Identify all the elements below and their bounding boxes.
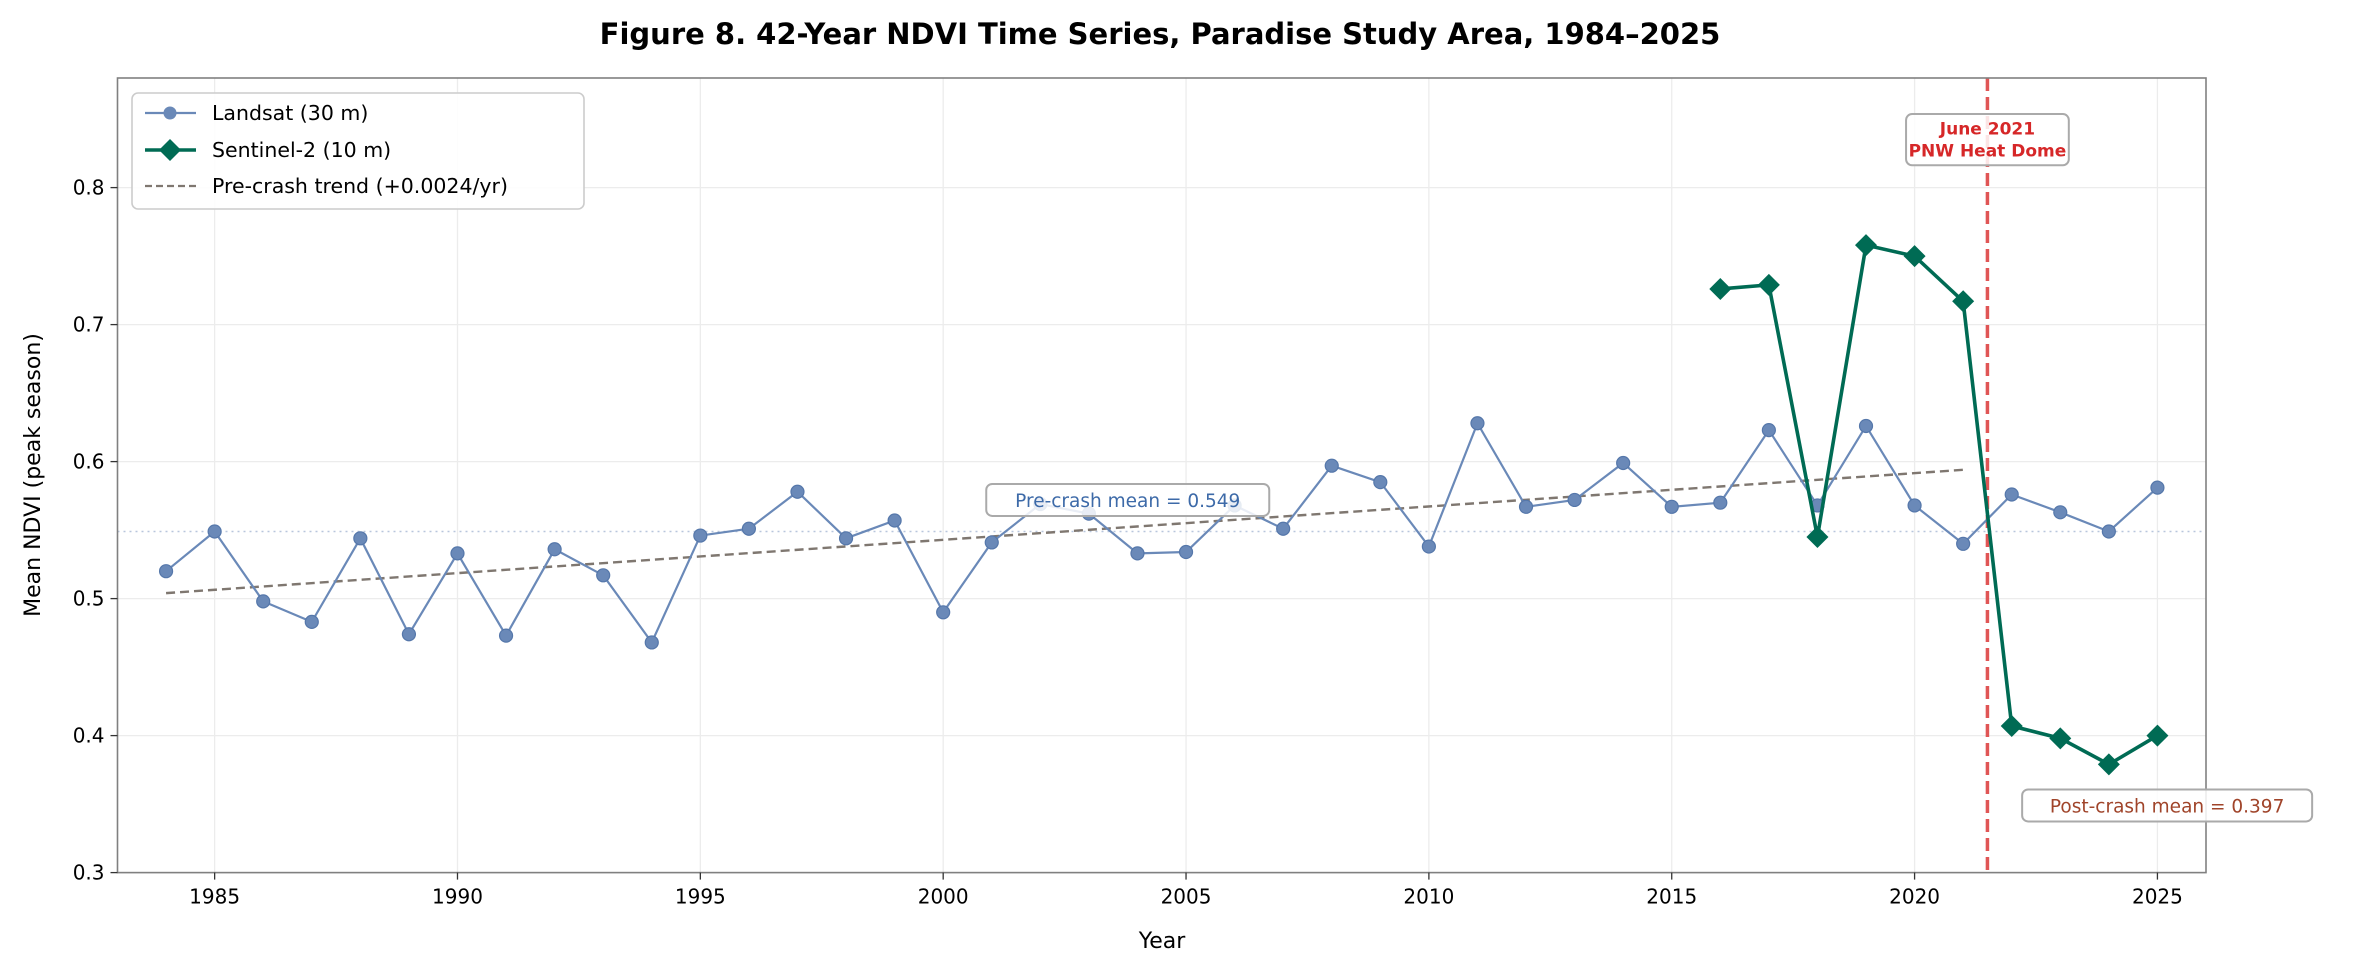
sentinel-point [2000,715,2023,738]
x-tick-label: 2005 [1161,885,1212,909]
landsat-point [790,484,805,499]
y-tick-label: 0.6 [73,450,105,474]
landsat-point [1373,475,1388,490]
x-axis-label: Year [1138,929,1187,954]
x-tick-label: 2010 [1403,885,1454,909]
x-tick-label: 1995 [675,885,726,909]
landsat-point [2053,505,2068,520]
landsat-point [2101,524,2116,539]
x-tick-label: 2025 [2132,885,2183,909]
y-tick-label: 0.3 [73,861,105,885]
post-crash-mean-box [2021,788,2314,823]
landsat-point [498,628,514,643]
landsat-point [693,528,708,543]
landsat-point [596,568,611,583]
landsat-point [256,594,271,609]
x-tick-label: 2020 [1889,885,1940,909]
landsat-point [1421,539,1436,554]
landsat-point [1567,492,1582,508]
landsat-point [936,605,951,620]
sentinel-point [1806,525,1829,548]
legend-label: Landsat (30 m) [212,101,368,125]
sentinel-point [2097,753,2120,776]
pre-crash-mean-label: Pre-crash mean = 0.549 [1015,491,1240,512]
landsat-point [1518,499,1534,514]
chart-title: Figure 8. 42-Year NDVI Time Series, Para… [600,17,1721,51]
landsat-point [644,635,659,650]
x-tick-label: 1985 [189,885,240,909]
landsat-point [984,535,999,550]
legend-label: Pre-crash trend (+0.0024/yr) [212,174,508,198]
sentinel-point [1952,290,1975,313]
event-annotation-box [1905,113,2070,167]
post-crash-mean-label: Post-crash mean = 0.397 [2050,796,2284,817]
pre-crash-mean-box [985,482,1271,517]
x-tick-label: 2015 [1646,885,1697,909]
landsat-point [1664,499,1679,514]
event-annotation-line2: PNW Heat Dome [1909,142,2067,162]
legend-box [131,92,585,210]
y-tick-label: 0.4 [73,724,105,748]
landsat-point [158,564,174,579]
y-axis-label: Mean NDVI (peak season) [21,333,46,617]
trend-line [165,468,1964,595]
sentinel-point [2049,727,2072,750]
landsat-point [1178,544,1194,560]
landsat-point [1907,498,1922,513]
sentinel-point [2146,724,2169,747]
landsat-point [401,627,417,642]
sentinel-point [1709,277,1732,300]
y-tick-label: 0.5 [73,587,105,611]
landsat-point [1858,418,1874,434]
x-tick-label: 1990 [432,885,483,909]
landsat-point [2150,480,2165,495]
sentinel-line [1720,242,2159,767]
y-tick-label: 0.8 [73,176,105,200]
legend: Landsat (30 m) Sentinel-2 (10 m) Pre-crash… [131,92,585,210]
landsat-point [741,521,757,536]
landsat-point [2004,487,2019,502]
plot-frame [116,77,2207,874]
sentinel-point [1757,273,1780,296]
event-annotation-line1: June 2021 [1939,120,2035,140]
landsat-point [1761,422,1776,438]
landsat-point [887,513,902,528]
legend-sentinel-marker [159,139,181,161]
landsat-point [353,531,368,546]
landsat-point [304,614,319,629]
x-tick-label: 2000 [918,885,969,909]
landsat-point [1130,546,1145,561]
landsat-point [1470,416,1485,431]
landsat-point [450,546,465,561]
legend-label: Sentinel-2 (10 m) [212,138,391,162]
axis-ticks: 1985 1990 1995 2000 2005 2010 2015 2020 2025 0.3 0… [73,176,2183,909]
landsat-line [165,420,2159,645]
sentinel-point [1855,234,1878,257]
landsat-point [1956,536,1971,551]
landsat-point [1276,521,1291,536]
reference-lines [117,78,2206,873]
series-layer [158,234,2169,776]
landsat-point [547,542,562,557]
y-tick-label: 0.7 [73,313,105,337]
legend-landsat-marker [163,106,177,120]
landsat-point [838,531,854,546]
sentinel-point [1903,245,1926,268]
landsat-point [207,524,222,539]
landsat-point [1713,495,1728,510]
landsat-point [1616,455,1631,471]
landsat-point [1324,458,1339,473]
